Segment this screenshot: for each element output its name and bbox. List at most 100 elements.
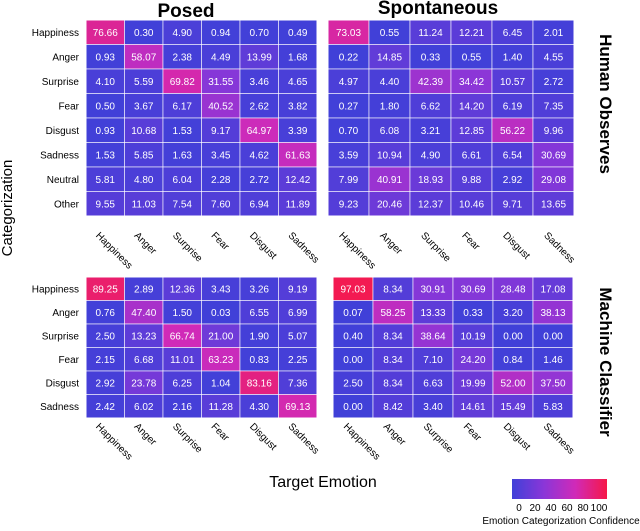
x-axis-label: Target Emotion: [269, 474, 377, 491]
y-axis-label: Categorization: [0, 160, 16, 257]
cell-value-label: 4.80: [134, 175, 154, 186]
column-tick-label: Anger: [132, 230, 159, 257]
cell-value-label: 4.10: [96, 77, 116, 88]
cell-value-label: 7.36: [288, 378, 308, 389]
cell-value-label: 6.62: [421, 101, 441, 112]
cell-value-label: 69.82: [170, 77, 195, 88]
cell-value-label: 6.45: [503, 28, 523, 39]
cell-value-label: 11.01: [170, 355, 195, 366]
cell-value-label: 3.67: [134, 101, 154, 112]
cell-value-label: 8.42: [383, 402, 403, 413]
cell-value-label: 0.76: [96, 308, 116, 319]
cell-value-label: 0.00: [343, 402, 363, 413]
cell-value-label: 1.90: [250, 331, 270, 342]
cell-value-label: 12.85: [459, 126, 484, 137]
cell-value-label: 6.02: [134, 402, 154, 413]
cell-value-label: 13.65: [541, 199, 566, 210]
cell-value-label: 4.65: [288, 77, 308, 88]
heatmap-cell: [368, 142, 411, 168]
cell-value-label: 6.17: [173, 101, 193, 112]
cell-value-label: 0.22: [339, 52, 359, 63]
cell-value-label: 7.99: [339, 175, 359, 186]
cell-value-label: 3.46: [250, 77, 270, 88]
heatmap-human-observes-spontaneous: 73.03 0.55 11.24 12.21 6.45 2.01 0.22 14.85 0.33…: [327, 19, 577, 272]
cell-value-label: 2.28: [211, 175, 231, 186]
heatmap-frame: [327, 19, 575, 217]
cell-value-label: 1.53: [173, 126, 193, 137]
cell-value-label: 2.50: [96, 331, 116, 342]
cell-value-label: 0.94: [211, 28, 231, 39]
cell-value-label: 40.91: [377, 175, 402, 186]
heatmap-cell: [239, 68, 279, 94]
heatmap-cell: [124, 19, 164, 45]
cell-value-label: 0.50: [96, 101, 116, 112]
cell-value-label: 11.03: [132, 199, 157, 210]
cell-value-label: 12.37: [418, 199, 443, 210]
cell-value-label: 15.49: [500, 402, 525, 413]
heatmap-cell: [532, 117, 575, 143]
column-tick-label: Sadness: [286, 230, 321, 265]
column-tick-label: Anger: [381, 421, 408, 448]
heatmap-cell: [278, 166, 318, 192]
cell-value-label: 5.81: [96, 175, 116, 186]
heatmap-cell: [368, 44, 411, 70]
heatmap-cell: [162, 93, 202, 119]
cell-value-label: 10.57: [500, 77, 525, 88]
cell-value-label: 5.83: [543, 402, 563, 413]
heatmap-cell: [278, 19, 318, 45]
cell-value-label: 6.63: [423, 378, 443, 389]
row-tick-label: Disgust: [46, 126, 80, 137]
cell-value-label: 4.55: [544, 52, 564, 63]
cell-value-label: 2.92: [503, 175, 523, 186]
heatmap-machine-classifier-posed: 89.25 2.89 12.36 3.43 3.26 9.19 0.76 47.40 1.50 0…: [32, 276, 321, 463]
cell-value-label: 1.46: [543, 355, 563, 366]
column-tick-label: Disgust: [501, 421, 533, 453]
cell-value-label: 0.93: [96, 52, 116, 63]
heatmap-frame: [85, 276, 318, 419]
column-tick-label: Happiness: [93, 230, 134, 271]
cell-value-label: 4.62: [250, 150, 270, 161]
colorbar-tick-label: 40: [545, 503, 557, 514]
cell-value-label: 24.20: [460, 355, 485, 366]
cell-value-label: 6.99: [288, 308, 308, 319]
heatmap-cell: [532, 68, 575, 94]
cell-value-label: 6.04: [173, 175, 193, 186]
cell-value-label: 47.40: [131, 308, 156, 319]
row-tick-label: Other: [54, 199, 80, 210]
heatmap-cell: [162, 191, 202, 217]
cell-value-label: 3.59: [339, 150, 359, 161]
cell-value-label: 2.50: [343, 378, 363, 389]
heatmap-cell: [124, 68, 164, 94]
cell-value-label: 12.42: [285, 175, 310, 186]
cell-value-label: 10.94: [377, 150, 402, 161]
heatmap-cell: [85, 19, 125, 45]
colorbar-tick-label: 60: [561, 503, 573, 514]
cell-value-label: 7.10: [423, 355, 443, 366]
cell-value-label: 69.13: [285, 402, 310, 413]
cell-value-label: 61.63: [285, 150, 310, 161]
cell-value-label: 1.63: [173, 150, 193, 161]
cell-value-label: 0.49: [288, 28, 308, 39]
cell-value-label: 1.04: [211, 378, 231, 389]
cell-value-label: 20.46: [377, 199, 402, 210]
heatmap-cell: [239, 117, 279, 143]
cell-value-label: 1.80: [380, 101, 400, 112]
cell-value-label: 9.88: [462, 175, 482, 186]
cell-value-label: 2.25: [288, 355, 308, 366]
cell-value-label: 66.74: [170, 331, 195, 342]
cell-value-label: 11.24: [418, 28, 443, 39]
column-tick-label: Sadness: [286, 421, 321, 456]
heatmap-cell: [532, 191, 575, 217]
colorbar-tick-label: 80: [577, 503, 589, 514]
cell-value-label: 6.55: [250, 308, 270, 319]
heatmap-cell: [201, 68, 241, 94]
cell-value-label: 4.30: [250, 402, 270, 413]
column-tick-label: Happiness: [93, 421, 134, 462]
column-tick-label: Anger: [377, 230, 404, 257]
row-tick-label: Anger: [52, 308, 79, 319]
heatmap-cell: [368, 19, 411, 45]
cell-value-label: 31.55: [208, 77, 233, 88]
cell-value-label: 10.68: [131, 126, 156, 137]
cell-value-label: 5.07: [288, 331, 308, 342]
